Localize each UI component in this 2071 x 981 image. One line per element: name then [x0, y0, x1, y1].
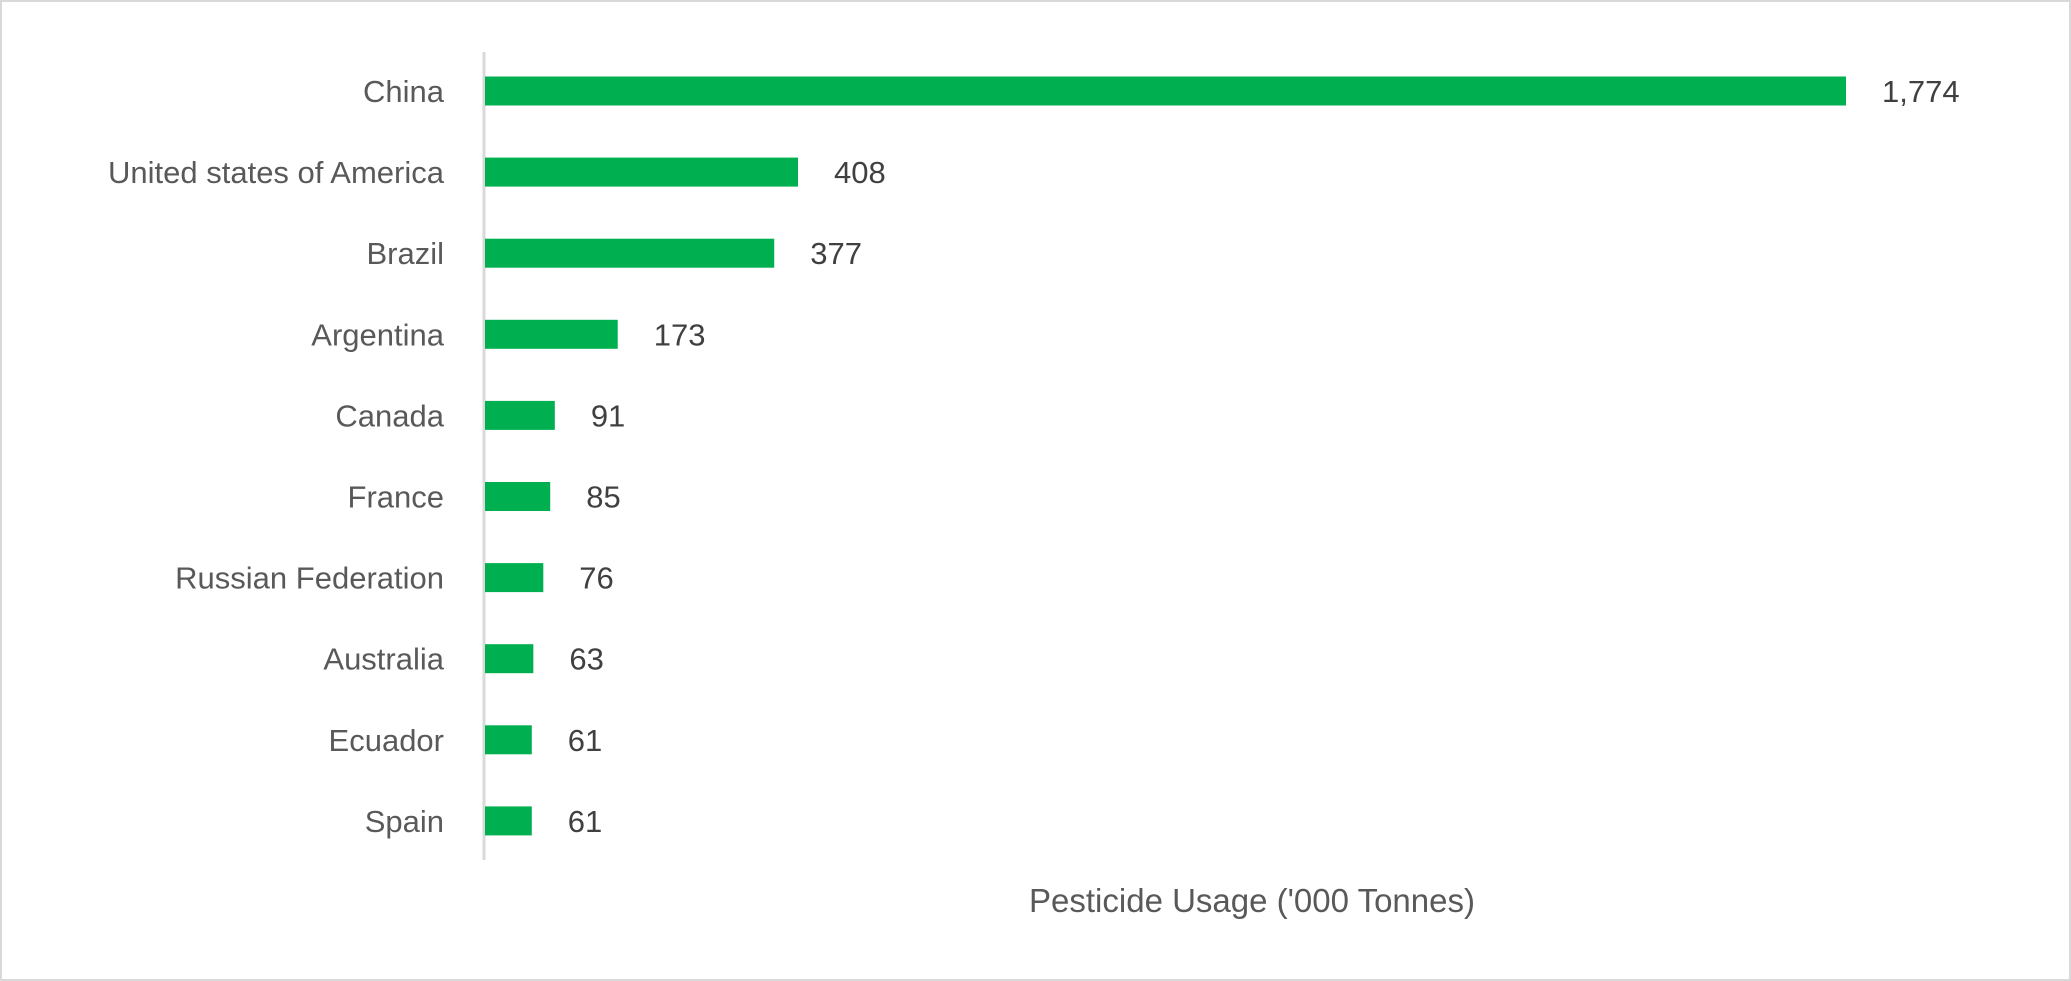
bar	[485, 76, 1846, 106]
bar	[485, 725, 532, 755]
data-label: 91	[591, 398, 625, 433]
data-label: 1,774	[1882, 74, 1960, 109]
bar	[485, 644, 534, 674]
bar	[485, 157, 799, 187]
category-label: Spain	[365, 804, 444, 839]
data-label: 173	[654, 317, 706, 352]
x-axis-label: Pesticide Usage ('000 Tonnes)	[1029, 882, 1475, 919]
category-label: Brazil	[366, 236, 444, 271]
bar	[485, 806, 532, 836]
category-label: United states of America	[108, 155, 445, 190]
data-label: 408	[834, 155, 886, 190]
bar	[485, 482, 551, 511]
bar	[485, 238, 775, 268]
bar	[485, 563, 544, 593]
data-label: 377	[810, 236, 862, 271]
category-label: Canada	[335, 398, 444, 433]
data-label: 61	[568, 804, 602, 839]
data-label: 61	[568, 723, 602, 758]
data-label: 85	[586, 480, 620, 515]
data-label: 76	[579, 561, 613, 596]
bar	[485, 319, 618, 349]
category-label: Russian Federation	[175, 561, 444, 596]
category-label: Ecuador	[329, 723, 444, 758]
category-label: Australia	[323, 642, 444, 677]
category-label: China	[363, 74, 445, 109]
category-label: Argentina	[311, 317, 444, 352]
bar	[485, 400, 555, 430]
data-label: 63	[569, 642, 603, 677]
category-label: France	[348, 480, 444, 515]
